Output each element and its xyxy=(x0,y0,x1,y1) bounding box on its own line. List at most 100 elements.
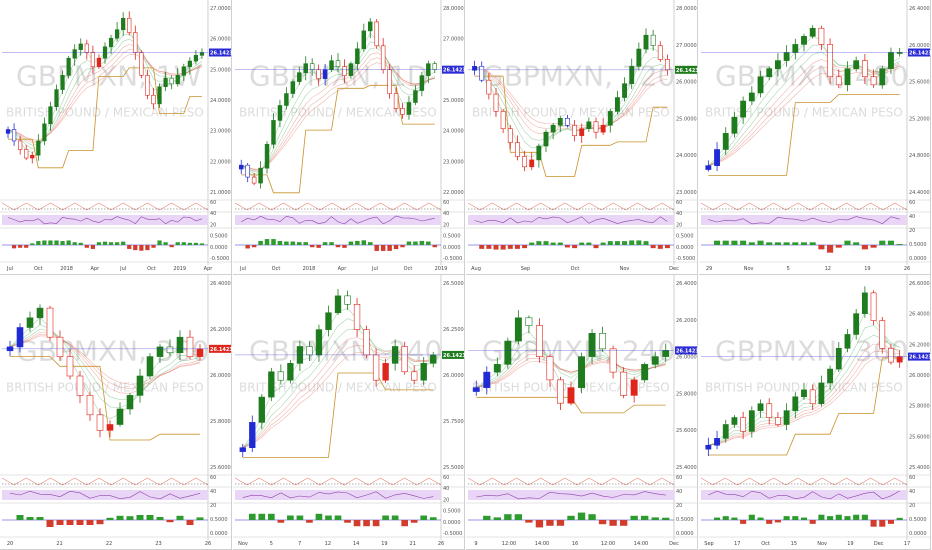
candle-body xyxy=(139,52,144,76)
time-tick-label: 2019 xyxy=(435,266,448,272)
price-tick-label: 27.0000 xyxy=(443,37,464,43)
candle-body xyxy=(844,334,851,349)
histogram-bar xyxy=(766,520,773,524)
ema-ribbon-line xyxy=(242,337,434,448)
candle-body xyxy=(818,382,825,405)
histogram-bar xyxy=(522,245,528,249)
price-badge-label: 26.1423 xyxy=(676,68,698,74)
price-tick-label: 25.6000 xyxy=(909,80,930,86)
time-tick-label: 2018 xyxy=(60,266,73,272)
candle-body xyxy=(181,66,186,76)
rsi-band xyxy=(235,490,441,500)
time-tick-label: 14:00 xyxy=(535,541,549,547)
histogram-bar xyxy=(181,242,186,245)
ema-ribbon-line xyxy=(9,335,201,385)
indicator-tick-label: 40 xyxy=(210,211,216,217)
candle-body xyxy=(271,120,276,145)
candle-body xyxy=(643,34,649,50)
ema-ribbon-line xyxy=(476,358,666,388)
candle-body xyxy=(115,29,120,39)
time-tick-label: 15 xyxy=(791,541,797,547)
histogram-bar xyxy=(248,513,256,520)
candle-body xyxy=(306,346,313,356)
chart-panel-4: GBPMXN, 480 BRITISH POUND / MEXICAN PESO 2… xyxy=(699,0,931,275)
histogram-bar xyxy=(636,240,642,245)
histogram-bar xyxy=(586,242,592,245)
chart-panel-8: GBPMXN, 360 BRITISH POUND / MEXICAN PESO 2… xyxy=(699,275,931,550)
candle-body xyxy=(801,389,807,398)
indicator-tick-label: 20 xyxy=(676,503,682,509)
candle-body xyxy=(609,348,617,373)
candle-body xyxy=(567,387,575,404)
candle-body xyxy=(277,105,283,121)
candle-body xyxy=(896,356,903,363)
candle-body xyxy=(662,350,670,357)
candle-body xyxy=(151,94,156,105)
candle-body xyxy=(268,371,275,398)
candle-body xyxy=(430,354,437,364)
price-badge-bg xyxy=(442,65,464,74)
histogram-bar xyxy=(564,245,570,248)
candle-body xyxy=(315,329,323,356)
ema-ribbon-line xyxy=(474,57,668,149)
histogram-bar xyxy=(844,240,851,245)
candle-body xyxy=(400,108,405,115)
candle-body xyxy=(504,340,512,365)
price-tick-label: 25.8000 xyxy=(676,391,697,397)
candle-body xyxy=(251,176,257,184)
indicator-tick-label: 20 xyxy=(676,222,682,228)
ema-ribbon-line xyxy=(708,65,900,166)
histogram-bar xyxy=(550,242,556,245)
price-tick-label: 26.2500 xyxy=(443,327,464,333)
histogram-bar xyxy=(186,520,194,525)
candle-body xyxy=(42,123,47,142)
histogram-bar xyxy=(504,514,512,520)
price-tick-label: 25.0000 xyxy=(210,67,231,73)
indicator-tick-label: 0.5000 xyxy=(210,517,228,523)
candle-body xyxy=(78,43,83,50)
histogram-bar xyxy=(419,240,425,245)
histogram-bar xyxy=(426,241,431,245)
histogram-bar xyxy=(748,242,755,245)
candle-body xyxy=(264,143,270,169)
candle-body xyxy=(325,312,332,330)
histogram-bar xyxy=(78,242,83,245)
histogram-bar xyxy=(56,520,64,525)
histogram-bar xyxy=(546,520,554,526)
ema-ribbon-line xyxy=(476,360,666,388)
watermark-description: BRITISH POUND / MEXICAN PESO xyxy=(239,106,437,120)
ema-ribbon-line xyxy=(476,354,666,388)
candle-body xyxy=(258,396,265,423)
candle-body xyxy=(486,79,492,95)
candle-body xyxy=(630,379,638,396)
indicator-tick-label: 40 xyxy=(443,211,449,217)
candle-body xyxy=(245,164,250,178)
candle-body xyxy=(792,396,799,411)
histogram-bar xyxy=(572,245,578,249)
candle-body xyxy=(514,142,520,157)
histogram-bar xyxy=(818,245,825,250)
ema-ribbon-line xyxy=(241,52,435,172)
ema-ribbon-line xyxy=(242,352,434,448)
histogram-bar xyxy=(42,240,47,245)
histogram-bar xyxy=(306,520,313,523)
histogram-bar xyxy=(514,245,520,249)
histogram-bar xyxy=(643,241,649,245)
histogram-bar xyxy=(139,245,144,251)
indicator-tick-label: 60 xyxy=(676,475,682,481)
watermark-description: BRITISH POUND / MEXICAN PESO xyxy=(239,381,437,395)
candle-body xyxy=(196,348,204,357)
histogram-bar xyxy=(835,514,842,520)
candle-body xyxy=(472,66,478,71)
candle-body xyxy=(748,410,755,432)
histogram-bar xyxy=(641,515,649,520)
histogram-bar xyxy=(176,515,184,520)
ema-ribbon-line xyxy=(476,348,666,388)
histogram-bar xyxy=(507,245,513,249)
histogram-bar xyxy=(500,245,506,250)
time-tick-label: Sep xyxy=(521,266,530,272)
histogram-bar xyxy=(84,245,89,248)
